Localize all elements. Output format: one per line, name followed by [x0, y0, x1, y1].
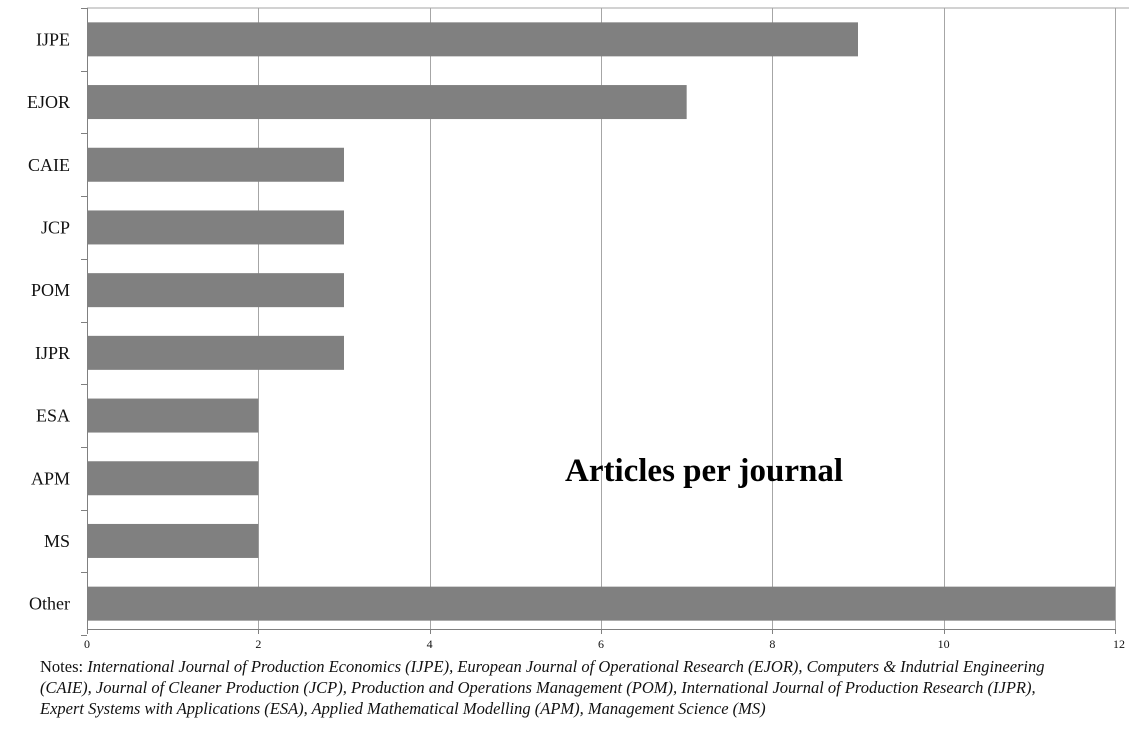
notes-line-2: (CAIE), Journal of Cleaner Production (J… [40, 678, 1036, 697]
x-tick-label-2: 2 [255, 637, 261, 651]
bar-apm [87, 461, 259, 496]
x-tick-label-6: 6 [598, 637, 604, 651]
category-label-ijpe: IJPE [36, 29, 70, 49]
category-label-esa: ESA [36, 406, 70, 426]
bar-ejor [87, 85, 687, 120]
category-label-apm: APM [31, 468, 70, 488]
x-tick-label-8: 8 [769, 637, 775, 651]
notes-line-1: International Journal of Production Econ… [87, 657, 1045, 676]
chart-title: Articles per journal [565, 453, 843, 489]
x-tick-label-4: 4 [427, 637, 433, 651]
x-tick-label-0: 0 [84, 637, 90, 651]
category-label-jcp: JCP [41, 217, 70, 237]
bar-jcp [87, 210, 344, 245]
category-label-ijpr: IJPR [35, 343, 70, 363]
bar-ijpr [87, 335, 344, 370]
category-label-caie: CAIE [28, 155, 70, 175]
category-label-other: Other [29, 594, 70, 614]
x-tick-label-12: 12 [1113, 637, 1125, 651]
bar-pom [87, 273, 344, 308]
category-label-ms: MS [44, 531, 70, 551]
notes-line-3: Expert Systems with Applications (ESA), … [40, 699, 766, 718]
bar-esa [87, 398, 259, 433]
chart-notes: Notes: International Journal of Producti… [40, 656, 1129, 719]
notes-prefix: Notes: [40, 657, 88, 676]
bar-other [87, 586, 1115, 621]
bar-ijpe [87, 22, 858, 57]
x-tick-label-10: 10 [938, 637, 950, 651]
category-label-ejor: EJOR [27, 92, 70, 112]
bar-ms [87, 523, 259, 558]
category-label-pom: POM [31, 280, 70, 300]
bar-caie [87, 147, 344, 182]
